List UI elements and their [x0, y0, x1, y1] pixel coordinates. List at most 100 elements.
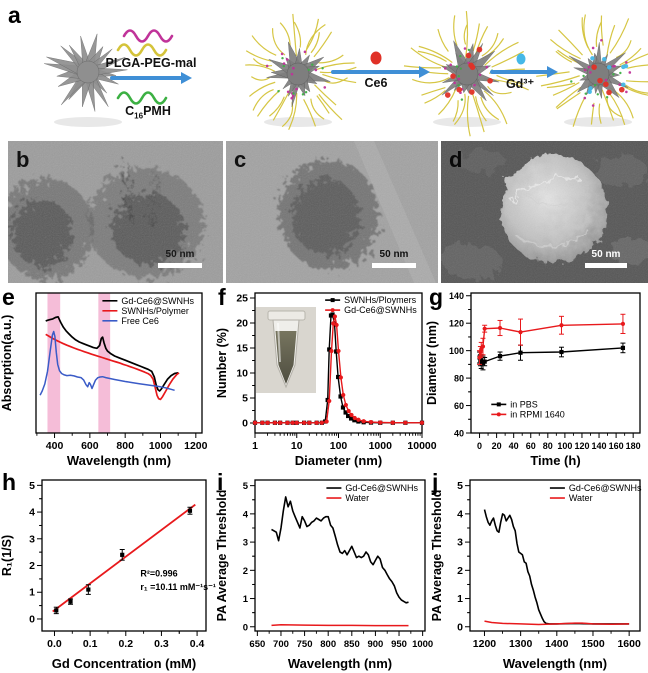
svg-text:4: 4 — [457, 508, 463, 520]
svg-text:15: 15 — [236, 343, 248, 355]
legend-label: in RPMI 1640 — [510, 409, 565, 419]
svg-text:1300: 1300 — [509, 638, 533, 650]
legend-label: Gd-Ce6@SWNHs — [121, 296, 194, 306]
x-axis-label: Wavelength (nm) — [503, 656, 607, 671]
svg-text:0.2: 0.2 — [118, 638, 133, 650]
gd-ion-dot — [516, 53, 526, 65]
svg-text:1500: 1500 — [581, 638, 605, 650]
svg-text:140: 140 — [449, 291, 464, 301]
svg-text:4: 4 — [29, 507, 35, 519]
svg-text:3: 3 — [243, 538, 248, 549]
tem-image-b: b 50 nm — [8, 141, 223, 283]
svg-text:2: 2 — [457, 565, 463, 577]
svg-text:10: 10 — [291, 440, 303, 452]
label-ce6: Ce6 — [364, 76, 388, 90]
label-c16pmh: C16PMH — [125, 104, 171, 121]
svg-text:0.3: 0.3 — [154, 638, 169, 650]
svg-text:1000: 1000 — [369, 440, 393, 452]
panel-label-i: i — [217, 469, 224, 495]
c16pmh-squiggle-green — [116, 91, 168, 105]
sample-photo-inset — [256, 307, 316, 393]
panel-label-a: a — [8, 2, 21, 28]
pa-nir1-chart: 650 700 750 800 850 900 950 1000 0 1 2 3 4 5 Gd-Ce6@SW… — [215, 479, 433, 671]
svg-text:80: 80 — [543, 441, 553, 451]
svg-text:1000: 1000 — [149, 440, 173, 452]
svg-text:1: 1 — [243, 594, 249, 605]
series-Gd-Ce6@SWNHs — [271, 496, 409, 604]
annotation: r₁ =10.11 mM⁻¹s⁻¹ — [140, 582, 216, 592]
svg-text:0: 0 — [242, 418, 248, 430]
bare-swnh — [44, 33, 128, 112]
svg-text:20: 20 — [492, 441, 502, 451]
svg-text:5: 5 — [242, 393, 248, 405]
arrow-gd — [490, 66, 558, 78]
svg-text:25: 25 — [236, 293, 248, 305]
svg-text:20: 20 — [236, 318, 248, 330]
dls-size-chart: 1 10 100 1000 10000 0 5 10 15 20 25 SWNHs/PloymersG… — [215, 292, 437, 468]
annotation: R²=0.996 — [140, 569, 177, 579]
svg-text:100: 100 — [557, 441, 572, 451]
label-gd: Gd³⁺ — [505, 77, 535, 91]
panel-label-h: h — [2, 469, 17, 495]
plot-frame — [469, 479, 641, 632]
svg-text:1000: 1000 — [412, 639, 433, 650]
plot-frame — [35, 292, 203, 434]
panel-label-b: b — [16, 147, 29, 172]
svg-text:120: 120 — [449, 319, 464, 329]
legend-label: Water — [569, 493, 593, 503]
svg-text:850: 850 — [344, 639, 360, 650]
y-axis-label: Number (%) — [215, 328, 229, 398]
legend-label: Gd-Ce6@SWNHs — [344, 305, 417, 315]
y-axis-label: PA Average Threshold — [215, 490, 229, 622]
svg-text:3: 3 — [457, 537, 463, 549]
svg-text:40: 40 — [454, 429, 464, 439]
legend-label: in PBS — [510, 399, 538, 409]
scale-bar-d — [585, 263, 627, 268]
panel-label-d: d — [449, 147, 462, 172]
legend-label: Water — [345, 493, 369, 503]
svg-text:120: 120 — [574, 441, 589, 451]
svg-text:700: 700 — [273, 639, 289, 650]
svg-text:80: 80 — [454, 374, 464, 384]
svg-text:0: 0 — [243, 622, 248, 633]
plot-frame — [254, 479, 426, 632]
legend-label: Free Ce6 — [121, 316, 159, 326]
svg-text:950: 950 — [391, 639, 407, 650]
svg-text:140: 140 — [592, 441, 607, 451]
stability-chart: 0 20 40 60 80 100 120 140 160 180406080100120140i… — [425, 291, 641, 468]
scale-bar-b — [158, 263, 202, 268]
svg-text:0: 0 — [457, 621, 463, 633]
series-Water — [271, 624, 409, 627]
series-fit — [52, 503, 196, 613]
svg-text:650: 650 — [249, 639, 265, 650]
x-axis-label: Wavelength (nm) — [288, 656, 392, 671]
peg-squiggle-yellow — [116, 43, 168, 57]
svg-text:1: 1 — [252, 440, 258, 452]
panel-label-g: g — [429, 284, 444, 310]
sem-image-d: d 50 nm — [441, 141, 648, 283]
svg-text:0: 0 — [477, 441, 482, 451]
svg-text:40: 40 — [509, 441, 519, 451]
y-axis-label: R₁(1/S) — [0, 535, 14, 576]
x-axis-label: Diameter (nm) — [295, 453, 382, 468]
svg-text:10: 10 — [236, 368, 248, 380]
panel-label-e: e — [2, 284, 15, 310]
y-axis-label: PA Average Threshold — [430, 490, 444, 622]
plga-squiggle-magenta — [122, 29, 174, 43]
tem-image-c: c 50 nm — [226, 141, 438, 283]
series-Water — [484, 620, 630, 626]
sem-d-noise — [441, 141, 648, 283]
svg-text:2: 2 — [243, 566, 248, 577]
panel-label-j: j — [432, 469, 439, 495]
legend-label: SWNHs/Ploymers — [344, 295, 417, 305]
arrow-ce6 — [331, 66, 430, 78]
y-axis-label: Absorption(a.u.) — [0, 315, 14, 412]
legend-label: Gd-Ce6@SWNHs — [345, 483, 418, 493]
y-axis-label: Diameter (nm) — [425, 321, 439, 405]
svg-text:800: 800 — [116, 440, 134, 452]
svg-text:60: 60 — [526, 441, 536, 451]
svg-text:4: 4 — [243, 509, 249, 520]
scale-label-c: 50 nm — [380, 249, 409, 260]
